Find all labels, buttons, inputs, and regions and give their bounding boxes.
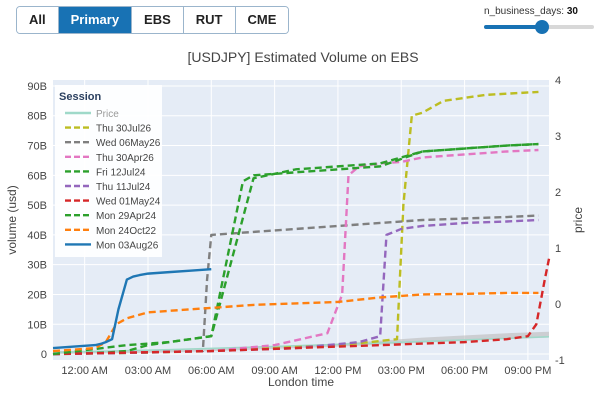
legend-entry: Fri 12Jul24	[96, 167, 146, 178]
series-line-thu-30apr26	[52, 148, 539, 356]
chart-title: [USDJPY] Estimated Volume on EBS	[187, 49, 418, 65]
filter-button-rut[interactable]: RUT	[182, 7, 235, 33]
legend-entry: Thu 11Jul24	[96, 182, 151, 193]
y2-axis-title: price	[571, 207, 585, 233]
x-tick-label: 03:00 PM	[378, 365, 425, 377]
y-tick-label: 80B	[27, 111, 47, 123]
y2-tick-label: 1	[555, 243, 561, 255]
filter-button-all[interactable]: All	[17, 7, 58, 33]
legend-entry: Wed 06May26	[96, 138, 161, 149]
legend-entry: Wed 01May24	[96, 197, 161, 208]
n-business-days-slider[interactable]: n_business_days: 30	[484, 6, 596, 34]
series-line-fri-12jul24	[52, 142, 539, 356]
x-axis-title: London time	[268, 375, 334, 389]
legend-entry: Mon 24Oct22	[96, 226, 156, 237]
y-tick-label: 30B	[27, 260, 47, 272]
y2-tick-label: 2	[555, 187, 561, 199]
slider-label: n_business_days: 30	[484, 6, 578, 17]
y-tick-label: 70B	[27, 141, 47, 153]
x-tick-label: 09:00 PM	[504, 365, 551, 377]
slider-handle[interactable]	[535, 20, 549, 34]
x-tick-label: 06:00 AM	[188, 365, 234, 377]
legend-entry: Mon 03Aug26	[96, 240, 159, 251]
filter-button-primary[interactable]: Primary	[57, 7, 132, 33]
legend-entry: Mon 29Apr24	[96, 211, 156, 222]
y2-tick-label: 3	[555, 131, 561, 143]
y-tick-label: 20B	[27, 289, 47, 301]
x-tick-label: 06:00 PM	[441, 365, 488, 377]
slider-track-filled	[484, 25, 544, 29]
legend-title: Session	[59, 91, 101, 103]
series-line-wed-01may24	[52, 258, 551, 356]
market-filter-buttons: All Primary EBS RUT CME	[16, 6, 290, 34]
legend-entry: Thu 30Jul26	[96, 124, 151, 135]
y-tick-label: 40B	[27, 230, 47, 242]
y-axis-title: volume (usd)	[5, 185, 19, 254]
x-tick-label: 12:00 PM	[314, 365, 361, 377]
series-line-mon-29apr24	[52, 142, 539, 356]
filter-button-cme[interactable]: CME	[234, 7, 289, 33]
y-tick-label: 10B	[27, 319, 47, 331]
y2-tick-label: 4	[555, 75, 561, 87]
slider-track-rest	[544, 25, 594, 29]
y2-tick-label: -1	[555, 355, 565, 367]
legend-entry: Thu 30Apr26	[96, 153, 154, 164]
x-tick-label: 03:00 AM	[125, 365, 171, 377]
y-tick-label: 50B	[27, 200, 47, 212]
legend-entry: Price	[96, 109, 119, 120]
y-tick-label: 90B	[27, 81, 47, 93]
filter-button-ebs[interactable]: EBS	[131, 7, 183, 33]
x-tick-label: 09:00 AM	[251, 365, 297, 377]
y2-tick-label: 0	[555, 299, 561, 311]
y-tick-label: 0	[41, 349, 47, 361]
x-tick-label: 12:00 AM	[61, 365, 107, 377]
slider-value: 30	[566, 6, 578, 17]
series-line-mon-03aug26	[52, 267, 212, 350]
y-tick-label: 60B	[27, 170, 47, 182]
